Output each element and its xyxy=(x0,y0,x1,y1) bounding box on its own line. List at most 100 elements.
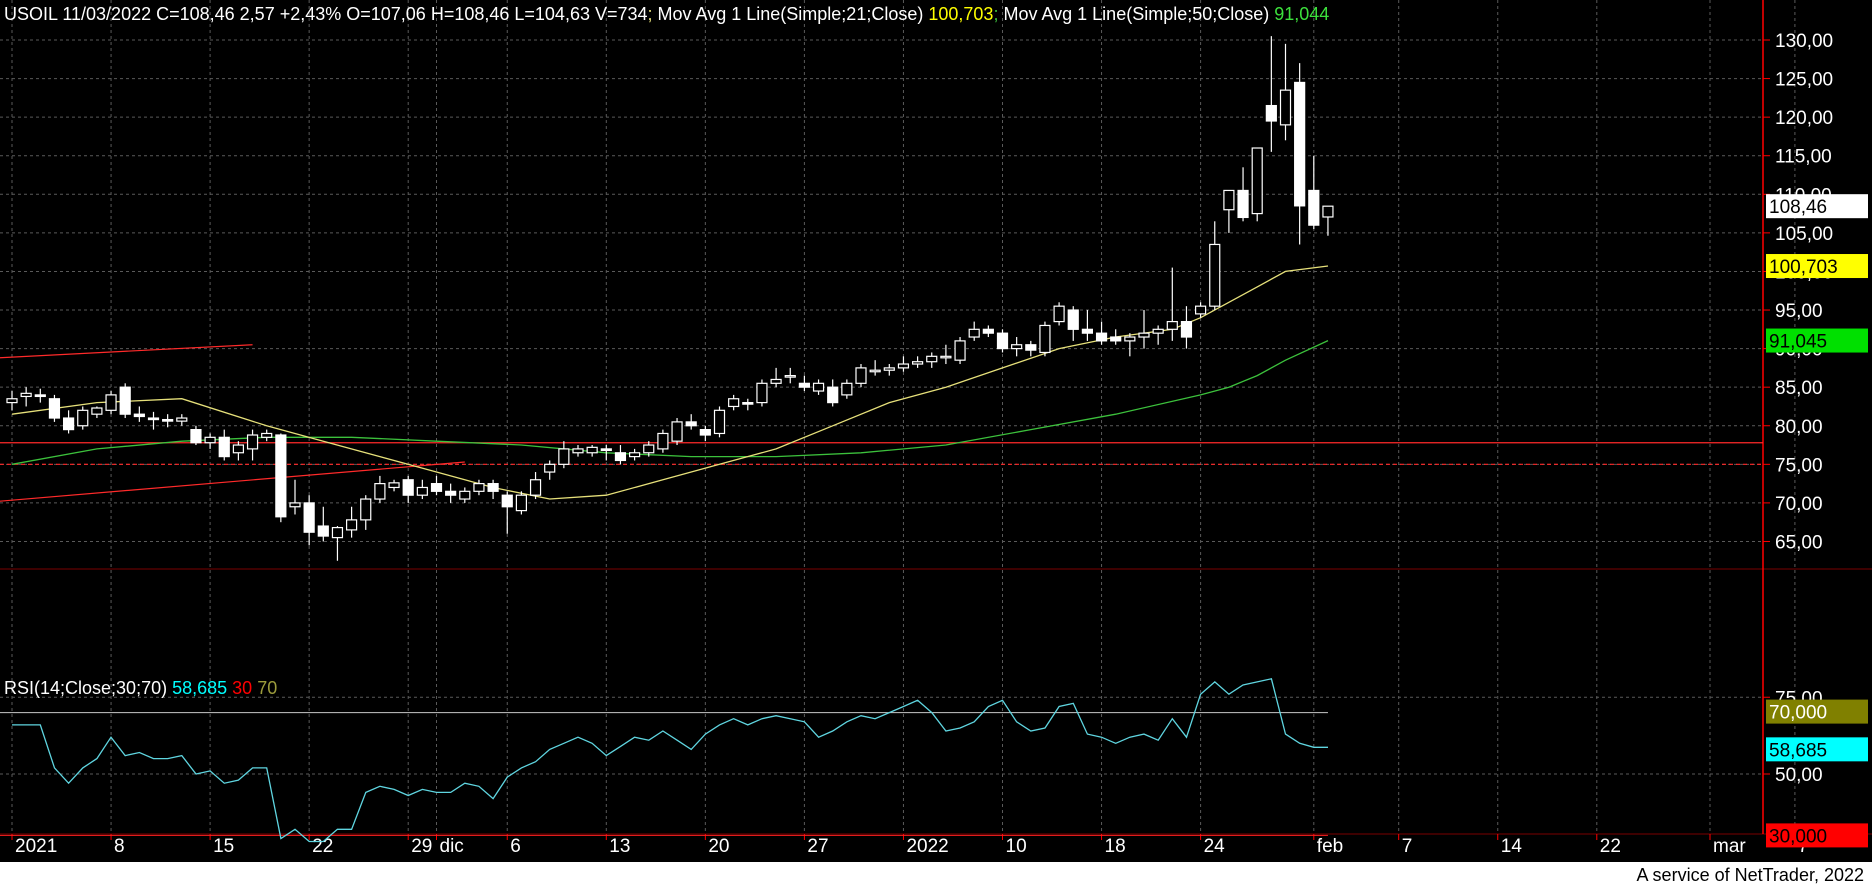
candle-body xyxy=(911,361,924,365)
price-tag-ma50-bg xyxy=(1766,328,1868,353)
rsi-tag-value: 58,685 xyxy=(1766,737,1868,762)
candle-body xyxy=(1265,104,1277,122)
y-tick-label: 130,00 xyxy=(1775,31,1833,52)
candle-body xyxy=(926,355,938,363)
candle-body xyxy=(869,369,881,373)
candle-body xyxy=(1053,305,1065,323)
price-tag-close-bg xyxy=(1766,194,1868,219)
rsi-value: 58,685 xyxy=(172,678,228,698)
candle-body xyxy=(954,340,966,361)
x-tick-label: 22 xyxy=(1600,836,1621,857)
candle-body xyxy=(940,355,952,359)
x-tick-label: mar xyxy=(1713,836,1746,857)
candle-body xyxy=(1180,320,1193,338)
ma50-value: 91,044 xyxy=(1274,4,1330,24)
candle-body xyxy=(360,498,372,521)
candle-body xyxy=(515,494,528,512)
candle-body xyxy=(685,421,697,427)
ma21-label: Mov Avg 1 Line(Simple;21;Close) xyxy=(652,4,929,24)
candle-body xyxy=(190,429,202,444)
y-tick-label: 85,00 xyxy=(1775,378,1823,399)
y-tick-label: 115,00 xyxy=(1775,147,1832,168)
candle-body xyxy=(1194,305,1207,315)
candle-body xyxy=(275,434,287,518)
candle-body xyxy=(416,486,428,496)
candle-body xyxy=(246,434,259,450)
candle-body xyxy=(501,494,513,508)
x-tick-label: 22 xyxy=(312,836,333,857)
rsi-tag-70-bg xyxy=(1766,699,1868,724)
candle-body xyxy=(204,436,216,444)
candle-body xyxy=(529,479,542,496)
rsi-line xyxy=(12,678,1328,843)
y-tick-label: 125,00 xyxy=(1775,70,1833,91)
candle-body xyxy=(261,432,273,438)
candle-body xyxy=(303,502,315,533)
rsi-header: RSI(14;Close;30;70) 58,685 30 70 xyxy=(4,678,277,699)
candle-body xyxy=(1039,324,1051,354)
candle-body xyxy=(218,436,230,458)
candle-body xyxy=(742,402,754,405)
y-tick-label: 70,00 xyxy=(1775,494,1823,515)
candle-body xyxy=(147,417,160,421)
candle-body xyxy=(62,417,75,431)
candle-body xyxy=(34,394,46,398)
candle-body xyxy=(1152,328,1164,334)
candle-body xyxy=(20,392,32,398)
x-tick-label: 7 xyxy=(1402,836,1413,857)
candle-body xyxy=(1308,189,1320,226)
footer-bar xyxy=(0,862,1872,888)
candle-body xyxy=(1011,344,1023,350)
y-tick-label: 95,00 xyxy=(1775,301,1823,322)
candle-body xyxy=(6,398,18,404)
y-tick-label: 105,00 xyxy=(1775,224,1833,245)
x-tick-label: 10 xyxy=(1006,836,1027,857)
candle-body xyxy=(1322,205,1334,218)
ma50-label: Mov Avg 1 Line(Simple;50;Close) xyxy=(998,4,1275,24)
candle-body xyxy=(996,332,1009,350)
price-tag-close-text: 108,46 xyxy=(1769,197,1827,218)
ma21-value: 100,703 xyxy=(928,4,994,24)
candle-body xyxy=(1095,332,1108,342)
ma50-line xyxy=(11,340,1329,465)
candle-body xyxy=(445,490,457,496)
candle-body xyxy=(1067,309,1079,330)
candle-body xyxy=(544,463,556,473)
rsi-tag-30-bg xyxy=(1766,823,1868,848)
y-tick-label: 65,00 xyxy=(1775,532,1823,553)
candle-body xyxy=(331,526,344,539)
candle-body xyxy=(430,483,443,492)
rsi-lower: 30 xyxy=(232,678,253,698)
candle-body xyxy=(1025,344,1037,351)
x-tick-label: 8 xyxy=(114,836,125,857)
x-tick-label: 13 xyxy=(609,836,630,857)
x-tick-label: dic xyxy=(440,836,464,857)
y-tick-label: 75,00 xyxy=(1775,455,1823,476)
candle-body xyxy=(289,502,301,508)
price-tag-ma50-text: 91,045 xyxy=(1769,332,1827,353)
y-tick-label: 80,00 xyxy=(1775,417,1823,438)
rsi-tag-70: 70,000 xyxy=(1766,699,1868,724)
rsi-tag-30: 30,000 xyxy=(1766,823,1868,848)
x-tick-label: 14 xyxy=(1501,836,1523,857)
candle-body xyxy=(812,382,825,392)
price-tag-ma21-bg xyxy=(1766,254,1868,279)
candle-body xyxy=(459,490,471,500)
candle-body xyxy=(402,479,414,496)
candle-body xyxy=(91,407,103,415)
candle-body xyxy=(105,394,117,411)
candle-body xyxy=(713,409,726,435)
candle-body xyxy=(232,444,244,454)
candle-body xyxy=(374,483,386,500)
x-tick-label: 20 xyxy=(708,836,729,857)
candle-body xyxy=(317,525,329,537)
candle-body xyxy=(586,446,598,454)
candle-body xyxy=(346,519,358,531)
candle-body xyxy=(770,378,782,384)
rsi-label: RSI(14;Close;30;70) xyxy=(4,678,173,698)
rsi-y-tick-label: 50,00 xyxy=(1775,765,1823,786)
candle-body xyxy=(798,382,811,388)
candle-body xyxy=(628,452,641,458)
candle-body xyxy=(699,429,711,436)
